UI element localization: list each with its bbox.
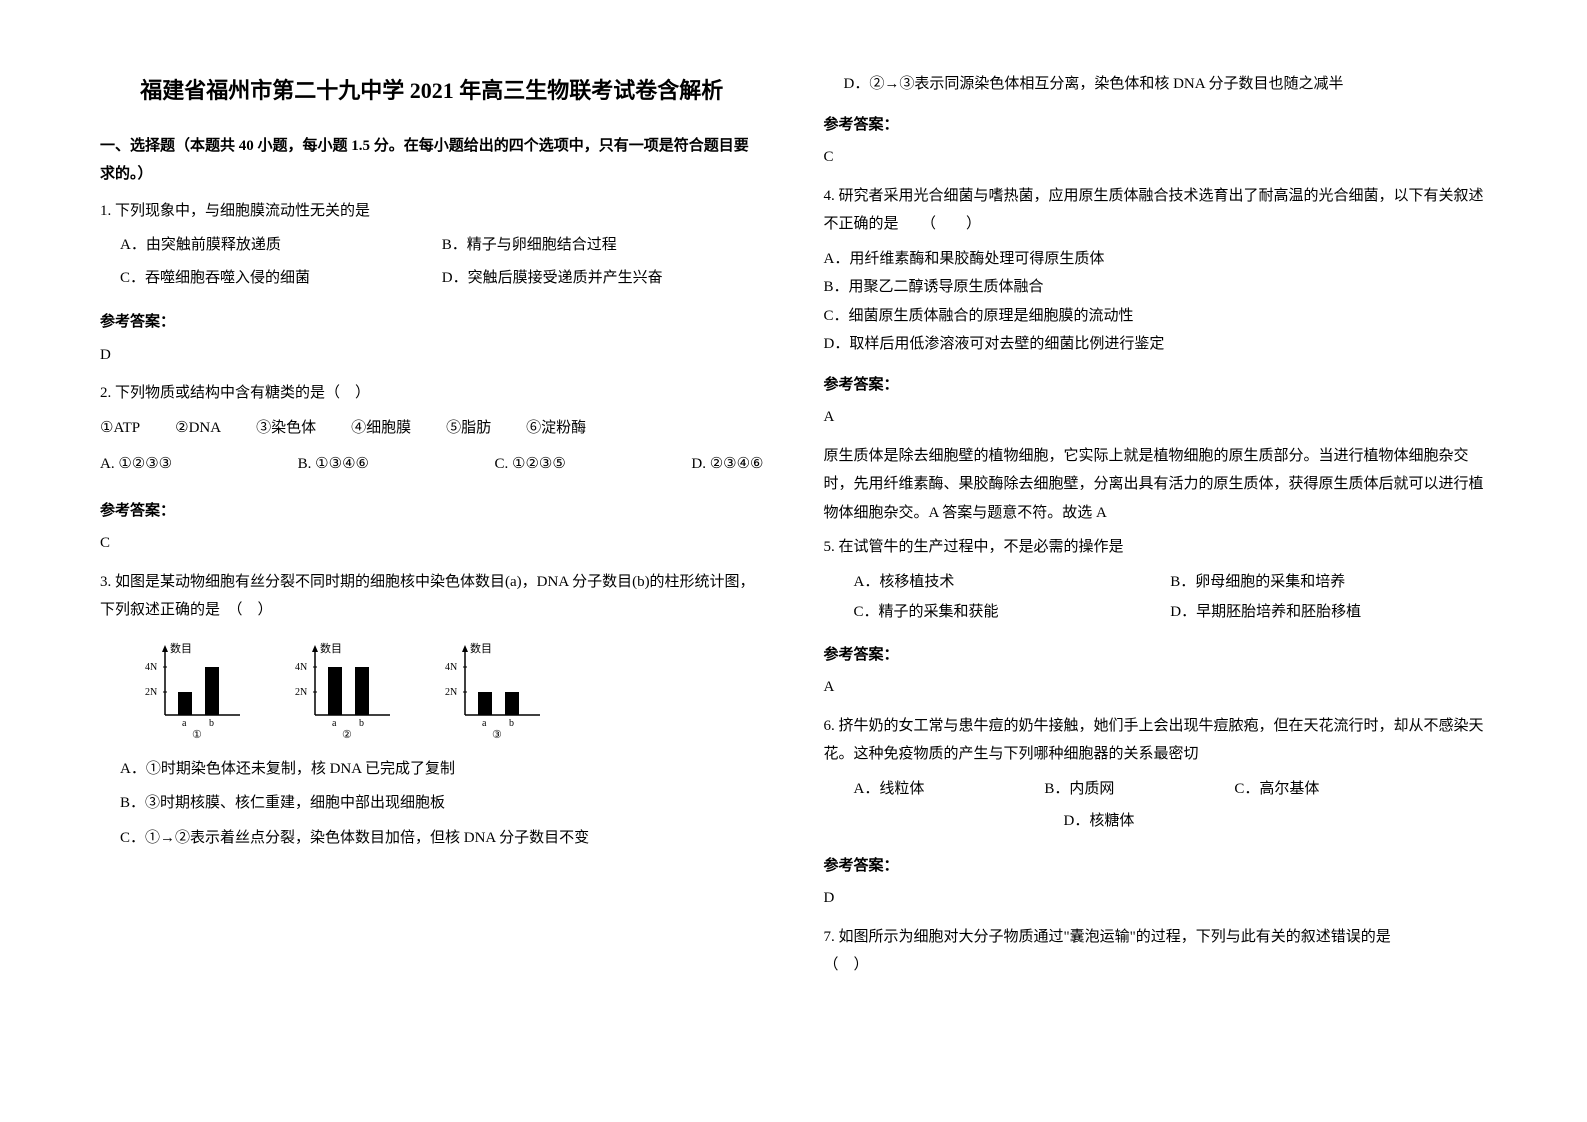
chart-3: 数目 4N 2N a b ③	[440, 640, 560, 740]
q1-answer-label: 参考答案：	[100, 308, 764, 337]
q7-text: 7. 如图所示为细胞对大分子物质通过"囊泡运输"的过程，下列与此有关的叙述错误的…	[824, 923, 1488, 980]
q2-answer: C	[100, 529, 764, 558]
svg-text:③: ③	[492, 729, 502, 740]
q2-item2: ②DNA	[175, 414, 221, 443]
q2-answer-label: 参考答案：	[100, 497, 764, 526]
svg-text:4N: 4N	[295, 662, 307, 673]
left-column: 福建省福州市第二十九中学 2021 年高三生物联考试卷含解析 一、选择题（本题共…	[100, 70, 764, 1052]
q3-optA: A．①时期染色体还未复制，核 DNA 已完成了复制	[120, 755, 764, 784]
svg-text:4N: 4N	[445, 662, 457, 673]
svg-text:①: ①	[192, 729, 202, 740]
question-1: 1. 下列现象中，与细胞膜流动性无关的是 A．由突触前膜释放递质 B．精子与卵细…	[100, 197, 764, 297]
q6-optB: B．内质网	[1044, 775, 1114, 804]
svg-text:数目: 数目	[470, 642, 492, 655]
q5-optA: A．核移植技术	[854, 568, 1171, 597]
document-title: 福建省福州市第二十九中学 2021 年高三生物联考试卷含解析	[100, 70, 764, 112]
question-4: 4. 研究者采用光合细菌与嗜热菌，应用原生质体融合技术选育出了耐高温的光合细菌，…	[824, 182, 1488, 359]
chart-2: 数目 4N 2N a b ②	[290, 640, 410, 740]
q4-answer-label: 参考答案：	[824, 371, 1488, 400]
svg-text:a: a	[182, 718, 187, 729]
q4-explanation: 原生质体是除去细胞壁的植物细胞，它实际上就是植物细胞的原生质部分。当进行植物体细…	[824, 442, 1488, 528]
q5-answer: A	[824, 673, 1488, 702]
q3-answer-label: 参考答案：	[824, 111, 1488, 140]
q1-text: 1. 下列现象中，与细胞膜流动性无关的是	[100, 197, 764, 226]
svg-text:4N: 4N	[145, 662, 157, 673]
q5-optC: C．精子的采集和获能	[854, 598, 1171, 627]
q2-options: A. ①②③③ B. ①③④⑥ C. ①②③⑤ D. ②③④⑥	[100, 450, 764, 479]
q3-optD: D．②→③表示同源染色体相互分离，染色体和核 DNA 分子数目也随之减半	[844, 70, 1488, 99]
q2-item5: ⑤脂肪	[446, 414, 491, 443]
q6-options: A．线粒体 B．内质网 C．高尔基体 D．核糖体	[824, 775, 1488, 840]
q5-optD: D．早期胚胎培养和胚胎移植	[1170, 598, 1487, 627]
svg-text:a: a	[332, 718, 337, 729]
charts-container: 数目 4N 2N a b ① 数目 4N	[140, 640, 764, 740]
svg-text:b: b	[359, 718, 364, 729]
question-6: 6. 挤牛奶的女工常与患牛痘的奶牛接触，她们手上会出现牛痘脓疱，但在天花流行时，…	[824, 712, 1488, 840]
q2-optD: D. ②③④⑥	[691, 450, 763, 479]
q4-optC: C．细菌原生质体融合的原理是细胞膜的流动性	[824, 302, 1488, 331]
q5-options: A．核移植技术 B．卵母细胞的采集和培养 C．精子的采集和获能 D．早期胚胎培养…	[824, 568, 1488, 627]
q6-optC: C．高尔基体	[1234, 775, 1319, 804]
svg-text:数目: 数目	[320, 642, 342, 655]
q2-optC: C. ①②③⑤	[495, 450, 566, 479]
q6-text: 6. 挤牛奶的女工常与患牛痘的奶牛接触，她们手上会出现牛痘脓疱，但在天花流行时，…	[824, 712, 1488, 769]
q3-optB: B．③时期核膜、核仁重建，细胞中部出现细胞板	[120, 789, 764, 818]
question-5: 5. 在试管牛的生产过程中，不是必需的操作是 A．核移植技术 B．卵母细胞的采集…	[824, 533, 1488, 629]
question-7: 7. 如图所示为细胞对大分子物质通过"囊泡运输"的过程，下列与此有关的叙述错误的…	[824, 923, 1488, 986]
q1-row1: A．由突触前膜释放递质 B．精子与卵细胞结合过程	[100, 231, 764, 260]
q1-optD: D．突触后膜接受递质并产生兴奋	[442, 264, 764, 293]
q2-optB: B. ①③④⑥	[298, 450, 369, 479]
q2-item4: ④细胞膜	[351, 414, 411, 443]
q2-item6: ⑥淀粉酶	[526, 414, 586, 443]
svg-text:b: b	[509, 718, 514, 729]
q1-optA: A．由突触前膜释放递质	[120, 231, 442, 260]
q4-answer: A	[824, 403, 1488, 432]
question-2: 2. 下列物质或结构中含有糖类的是（ ） ①ATP ②DNA ③染色体 ④细胞膜…	[100, 379, 764, 485]
q1-optB: B．精子与卵细胞结合过程	[442, 231, 764, 260]
svg-text:b: b	[209, 718, 214, 729]
q4-text: 4. 研究者采用光合细菌与嗜热菌，应用原生质体融合技术选育出了耐高温的光合细菌，…	[824, 182, 1488, 239]
svg-text:②: ②	[342, 729, 352, 740]
q6-answer: D	[824, 884, 1488, 913]
q6-optA: A．线粒体	[854, 775, 925, 804]
q1-row2: C．吞噬细胞吞噬入侵的细菌 D．突触后膜接受递质并产生兴奋	[100, 264, 764, 293]
svg-text:数目: 数目	[170, 642, 192, 655]
q6-optD: D．核糖体	[1064, 807, 1135, 836]
svg-text:2N: 2N	[145, 687, 157, 698]
q2-item3: ③染色体	[256, 414, 316, 443]
q6-answer-label: 参考答案：	[824, 852, 1488, 881]
q4-optB: B．用聚乙二醇诱导原生质体融合	[824, 273, 1488, 302]
q5-optB: B．卵母细胞的采集和培养	[1170, 568, 1487, 597]
q2-item1: ①ATP	[100, 414, 140, 443]
q2-text: 2. 下列物质或结构中含有糖类的是（ ）	[100, 379, 764, 408]
q3-answer: C	[824, 143, 1488, 172]
chart-1: 数目 4N 2N a b ①	[140, 640, 260, 740]
q3-optD-wrap: D．②→③表示同源染色体相互分离，染色体和核 DNA 分子数目也随之减半	[824, 70, 1488, 105]
svg-text:2N: 2N	[445, 687, 457, 698]
section-header: 一、选择题（本题共 40 小题，每小题 1.5 分。在每小题给出的四个选项中，只…	[100, 132, 764, 189]
q1-answer: D	[100, 341, 764, 370]
q4-optD: D．取样后用低渗溶液可对去壁的细菌比例进行鉴定	[824, 330, 1488, 359]
right-column: D．②→③表示同源染色体相互分离，染色体和核 DNA 分子数目也随之减半 参考答…	[824, 70, 1488, 1052]
q3-text: 3. 如图是某动物细胞有丝分裂不同时期的细胞核中染色体数目(a)，DNA 分子数…	[100, 568, 764, 625]
svg-text:a: a	[482, 718, 487, 729]
q2-items: ①ATP ②DNA ③染色体 ④细胞膜 ⑤脂肪 ⑥淀粉酶	[100, 414, 764, 443]
svg-text:2N: 2N	[295, 687, 307, 698]
q2-optA: A. ①②③③	[100, 450, 172, 479]
q5-answer-label: 参考答案：	[824, 641, 1488, 670]
q3-options: A．①时期染色体还未复制，核 DNA 已完成了复制 B．③时期核膜、核仁重建，细…	[100, 755, 764, 853]
q3-optC: C．①→②表示着丝点分裂，染色体数目加倍，但核 DNA 分子数目不变	[120, 824, 764, 853]
q5-text: 5. 在试管牛的生产过程中，不是必需的操作是	[824, 533, 1488, 562]
q4-optA: A．用纤维素酶和果胶酶处理可得原生质体	[824, 245, 1488, 274]
question-3: 3. 如图是某动物细胞有丝分裂不同时期的细胞核中染色体数目(a)，DNA 分子数…	[100, 568, 764, 859]
q1-optC: C．吞噬细胞吞噬入侵的细菌	[120, 264, 442, 293]
